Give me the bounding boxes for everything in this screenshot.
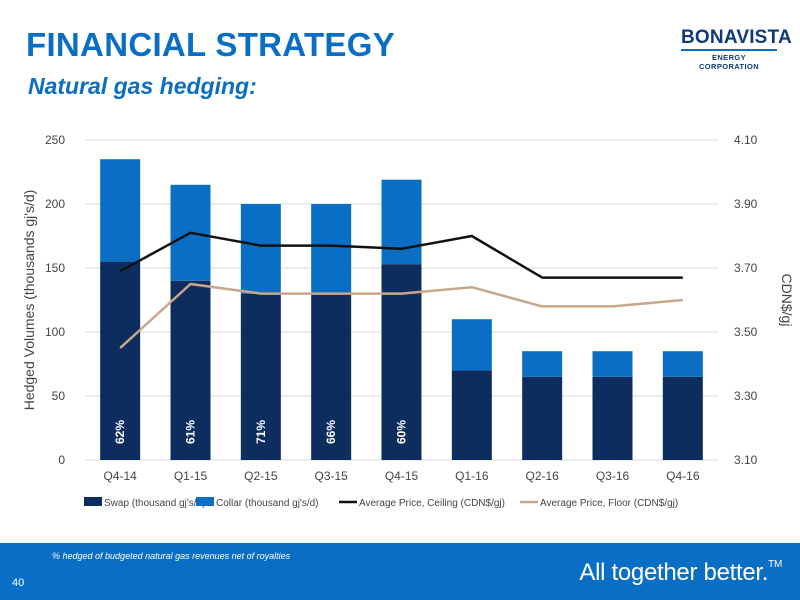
legend-swatch [84, 497, 102, 506]
x-tick-label: Q4-15 [385, 469, 419, 483]
y2-tick-label: 3.10 [734, 453, 758, 467]
y2-axis-title: CDN$/gj [779, 274, 795, 327]
bar-percent-label: 62% [113, 420, 127, 444]
page-title: FINANCIAL STRATEGY [26, 26, 396, 63]
y-tick-label: 0 [58, 453, 65, 467]
bar-percent-label: 60% [395, 420, 409, 444]
legend-label: Average Price, Floor (CDN$/gj) [540, 498, 678, 509]
line-floor [119, 282, 683, 349]
y2-tick-label: 3.70 [734, 261, 758, 275]
bar-collar [240, 204, 281, 294]
x-tick-label: Q4-16 [666, 469, 700, 483]
x-tick-label: Q3-15 [314, 469, 348, 483]
bar-percent-label: 71% [254, 420, 268, 444]
y-tick-label: 250 [45, 133, 65, 147]
x-tick-label: Q1-15 [174, 469, 208, 483]
bar-swap [240, 293, 281, 460]
bar-swap [311, 293, 352, 460]
bar-swap [381, 264, 422, 460]
bar-collar [592, 351, 633, 377]
bar-percent-label: 61% [184, 420, 198, 444]
y-tick-label: 100 [45, 325, 65, 339]
bar-collar [100, 159, 141, 262]
hedging-chart: 0 50 100 150 200 250 3.10 3.30 3.50 3.70 3.90 4.10 Q… [21, 133, 795, 509]
footer-bar: % hedged of budgeted natural gas revenue… [0, 543, 800, 600]
bar-collar [381, 179, 422, 265]
x-tick-label: Q3-16 [596, 469, 630, 483]
company-logo: BONAVISTA ENERGY CORPORATION [681, 27, 792, 71]
x-tick-label: Q4-14 [103, 469, 137, 483]
y-tick-label: 200 [45, 197, 65, 211]
legend-label: Average Price, Ceiling (CDN$/gj) [359, 498, 505, 509]
trademark-mark: TM [768, 559, 782, 570]
y2-tick-label: 4.10 [734, 133, 758, 147]
bar-percent-label: 66% [324, 420, 338, 444]
bar-collar [311, 204, 352, 294]
y-axis-title: Hedged Volumes (thousands gj's/d) [21, 190, 37, 411]
tagline-text: All together better. [579, 559, 769, 586]
y2-tick-label: 3.50 [734, 325, 758, 339]
logo-subtitle: ENERGY CORPORATION [698, 53, 760, 71]
y-tick-label: 50 [52, 389, 66, 403]
y-tick-label: 150 [45, 261, 65, 275]
y2-tick-label: 3.90 [734, 197, 758, 211]
logo-name: BONAVISTA [681, 27, 792, 48]
x-tick-label: Q2-16 [525, 469, 559, 483]
bar-collar [662, 351, 703, 377]
bar-swap [522, 376, 563, 460]
legend-label: Swap (thousand gj's/d) [104, 498, 205, 509]
page-number: 40 [12, 577, 25, 589]
x-tick-label: Q2-15 [244, 469, 278, 483]
footnote: % hedged of budgeted natural gas revenue… [52, 551, 291, 561]
page-subtitle: Natural gas hedging: [28, 73, 257, 99]
bar-collar [451, 319, 492, 371]
bar-collar [522, 351, 563, 377]
x-tick-label: Q1-16 [455, 469, 489, 483]
legend-label: Collar (thousand gj's/d) [216, 498, 319, 509]
legend-swatch [196, 497, 214, 506]
bar-swap [662, 376, 703, 460]
bar-swap [451, 370, 492, 460]
line-ceiling [119, 231, 683, 279]
bar-swap [100, 261, 141, 460]
logo-divider [681, 49, 777, 51]
y2-tick-label: 3.30 [734, 389, 758, 403]
tagline: All together better.TM [579, 559, 782, 587]
bar-swap [592, 376, 633, 460]
bar-swap [170, 280, 211, 460]
